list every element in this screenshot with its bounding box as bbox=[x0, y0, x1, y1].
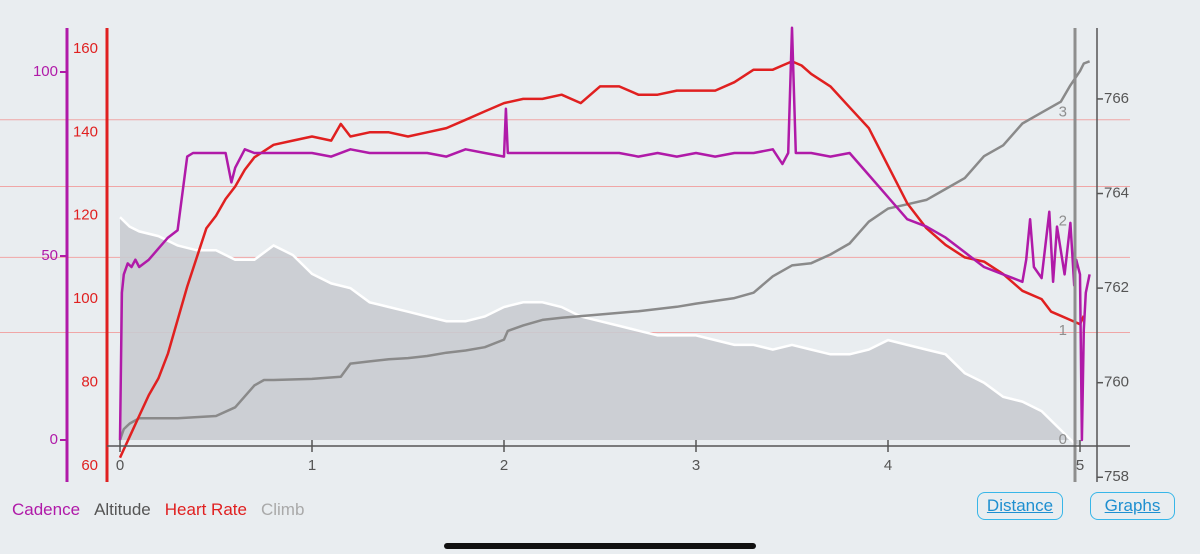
climb-line bbox=[118, 60, 1091, 441]
graphs-button[interactable]: Graphs bbox=[1090, 492, 1175, 520]
altitude-tick-760: 760 bbox=[1104, 374, 1129, 391]
x-tick-3: 3 bbox=[692, 457, 700, 474]
home-indicator bbox=[444, 543, 756, 549]
distance-button[interactable]: Distance bbox=[977, 492, 1063, 520]
heart-rate-tick-160: 160 bbox=[73, 40, 98, 57]
legend-heart-rate: Heart Rate bbox=[164, 500, 247, 519]
climb-tick-2: 2 bbox=[1059, 213, 1067, 230]
altitude-line bbox=[119, 216, 1081, 450]
legend-altitude: Altitude bbox=[94, 500, 151, 519]
cadence-tick-0: 0 bbox=[50, 431, 58, 448]
x-tick-0: 0 bbox=[116, 457, 124, 474]
heart-rate-tick-80: 80 bbox=[81, 374, 98, 391]
heart-rate-tick-140: 140 bbox=[73, 123, 98, 140]
climb-tick-3: 3 bbox=[1059, 104, 1067, 121]
legend-cadence: Cadence bbox=[12, 500, 81, 519]
cadence-tick-50: 50 bbox=[41, 247, 58, 264]
heart-rate-tick-60: 60 bbox=[81, 457, 98, 474]
climb-tick-1: 1 bbox=[1059, 322, 1067, 339]
x-tick-4: 4 bbox=[884, 457, 892, 474]
altitude-area bbox=[120, 217, 1080, 449]
heart-rate-line bbox=[118, 60, 1085, 459]
series-lines bbox=[118, 26, 1091, 459]
x-tick-1: 1 bbox=[308, 457, 316, 474]
altitude-tick-758: 758 bbox=[1104, 468, 1129, 485]
climb-tick-0: 0 bbox=[1059, 431, 1067, 448]
heart-rate-tick-100: 100 bbox=[73, 290, 98, 307]
x-tick-2: 2 bbox=[500, 457, 508, 474]
cadence-tick-100: 100 bbox=[33, 63, 58, 80]
heart-rate-tick-120: 120 bbox=[73, 207, 98, 224]
x-tick-5: 5 bbox=[1076, 457, 1084, 474]
cadence-line bbox=[118, 26, 1091, 442]
axes: 0501006080100120140160012375876076276476… bbox=[33, 28, 1130, 485]
legend-climb: Climb bbox=[260, 500, 305, 519]
altitude-tick-762: 762 bbox=[1104, 279, 1129, 296]
altitude-tick-764: 764 bbox=[1104, 184, 1129, 201]
legend: Cadence Altitude Heart Rate Climb bbox=[12, 500, 304, 520]
altitude-tick-766: 766 bbox=[1104, 90, 1129, 107]
altitude-area bbox=[120, 217, 1080, 449]
